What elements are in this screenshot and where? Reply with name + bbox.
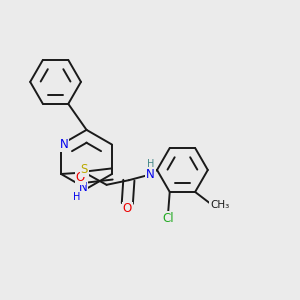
Text: H: H (147, 159, 154, 169)
Text: Cl: Cl (162, 212, 174, 225)
Text: N: N (78, 181, 87, 194)
Text: N: N (60, 138, 68, 151)
Text: S: S (81, 164, 88, 176)
Text: O: O (123, 202, 132, 215)
Text: H: H (73, 192, 80, 203)
Text: CH₃: CH₃ (210, 200, 230, 210)
Text: O: O (76, 171, 85, 184)
Text: N: N (146, 168, 155, 181)
